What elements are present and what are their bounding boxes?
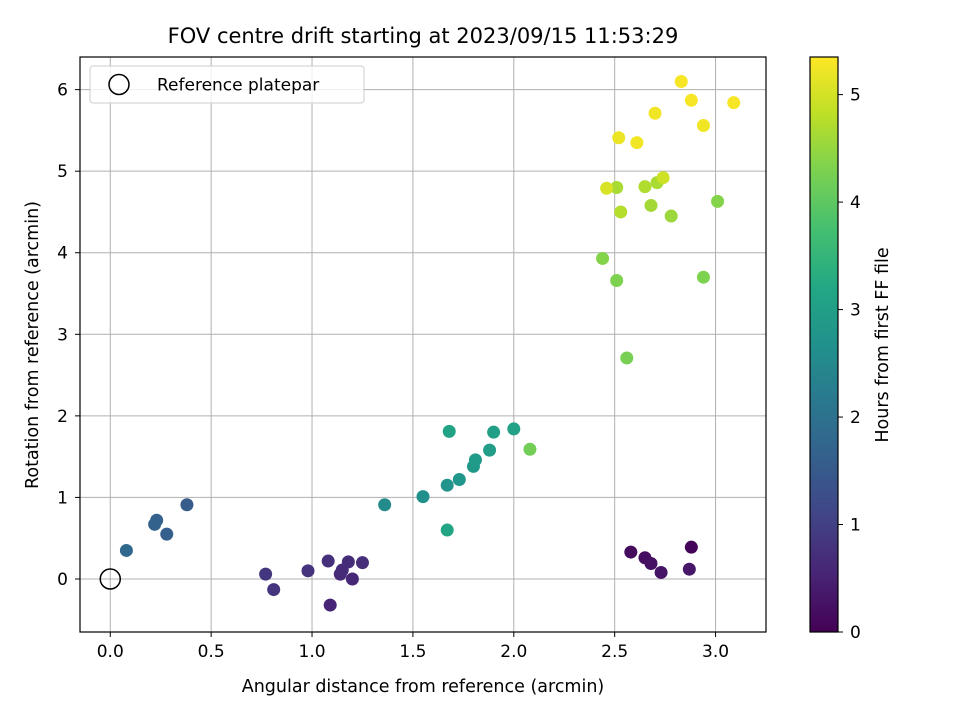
data-point [119,543,133,557]
y-tick-label: 5 [57,162,68,182]
y-axis-ticks: 0 1 2 3 4 5 6 [57,81,80,590]
data-point [345,572,359,586]
colorbar: 0 1 2 3 4 5 Hours from first FF file [809,56,893,643]
data-point [442,424,456,438]
colorbar-tick-label: 2 [850,408,861,428]
y-axis-label: Rotation from reference (arcmin) [23,201,43,489]
data-point [341,555,355,569]
colorbar-gradient [809,56,839,633]
grid [80,57,766,632]
colorbar-label: Hours from first FF file [873,247,893,442]
data-point [727,96,741,110]
data-point [321,554,335,568]
data-point [644,198,658,212]
data-point [468,453,482,467]
data-points [119,74,741,612]
plot-frame [79,56,767,633]
y-tick-label: 2 [57,407,68,427]
reference-marker [99,568,122,590]
data-point [523,442,537,456]
data-point [684,93,698,107]
data-point [301,564,315,578]
data-point [259,567,273,581]
data-point [612,131,626,145]
data-point [416,490,430,504]
data-point [440,478,454,492]
x-tick-label: 2.0 [500,642,527,662]
data-point [355,556,369,570]
chart-title: FOV centre drift starting at 2023/09/15 … [168,24,679,48]
x-axis-ticks: 0.0 0.5 1.0 1.5 2.0 2.5 3.0 [97,632,729,662]
data-point [440,523,454,537]
data-point [610,180,624,194]
data-point [656,171,670,185]
colorbar-tick-label: 0 [850,623,861,643]
x-tick-label: 0.0 [97,642,124,662]
data-point [644,556,658,570]
legend: Reference platepar [89,65,365,104]
data-point [596,251,610,265]
x-tick-label: 1.0 [299,642,326,662]
data-point [267,583,281,597]
data-point [654,565,668,579]
colorbar-tick-label: 5 [850,86,861,106]
colorbar-tick-label: 4 [850,193,861,213]
data-point [610,273,624,287]
data-point [648,106,662,120]
data-point [696,119,710,133]
y-tick-label: 1 [57,488,68,508]
y-tick-label: 4 [57,244,68,264]
data-point [507,422,521,436]
data-point [684,540,698,554]
y-tick-label: 0 [57,570,68,590]
y-tick-label: 6 [57,81,68,101]
legend-box [89,65,365,104]
data-point [630,136,644,150]
colorbar-tick-label: 3 [850,301,861,321]
data-point [323,598,337,612]
data-point [452,472,466,486]
data-point [160,527,174,541]
y-tick-label: 3 [57,325,68,345]
data-point [682,562,696,576]
data-point [378,498,392,512]
data-point [600,181,614,195]
reference-point [99,568,122,590]
data-point [696,270,710,284]
legend-label-reference: Reference platepar [157,76,319,96]
data-point [624,545,638,559]
data-point [711,194,725,208]
data-point [180,498,194,512]
data-point [674,74,688,88]
x-axis-label: Angular distance from reference (arcmin) [242,677,605,697]
data-point [483,443,497,457]
legend-marker-reference [108,73,130,96]
data-point [148,517,162,531]
colorbar-ticks: 0 1 2 3 4 5 [838,86,861,643]
data-point [638,180,652,194]
data-point [614,205,628,219]
colorbar-tick-label: 1 [850,516,861,536]
data-point [487,425,501,439]
x-tick-label: 3.0 [702,642,729,662]
data-point [620,351,634,365]
x-tick-label: 1.5 [399,642,426,662]
x-tick-label: 0.5 [198,642,225,662]
x-tick-label: 2.5 [601,642,628,662]
data-point [664,209,678,223]
